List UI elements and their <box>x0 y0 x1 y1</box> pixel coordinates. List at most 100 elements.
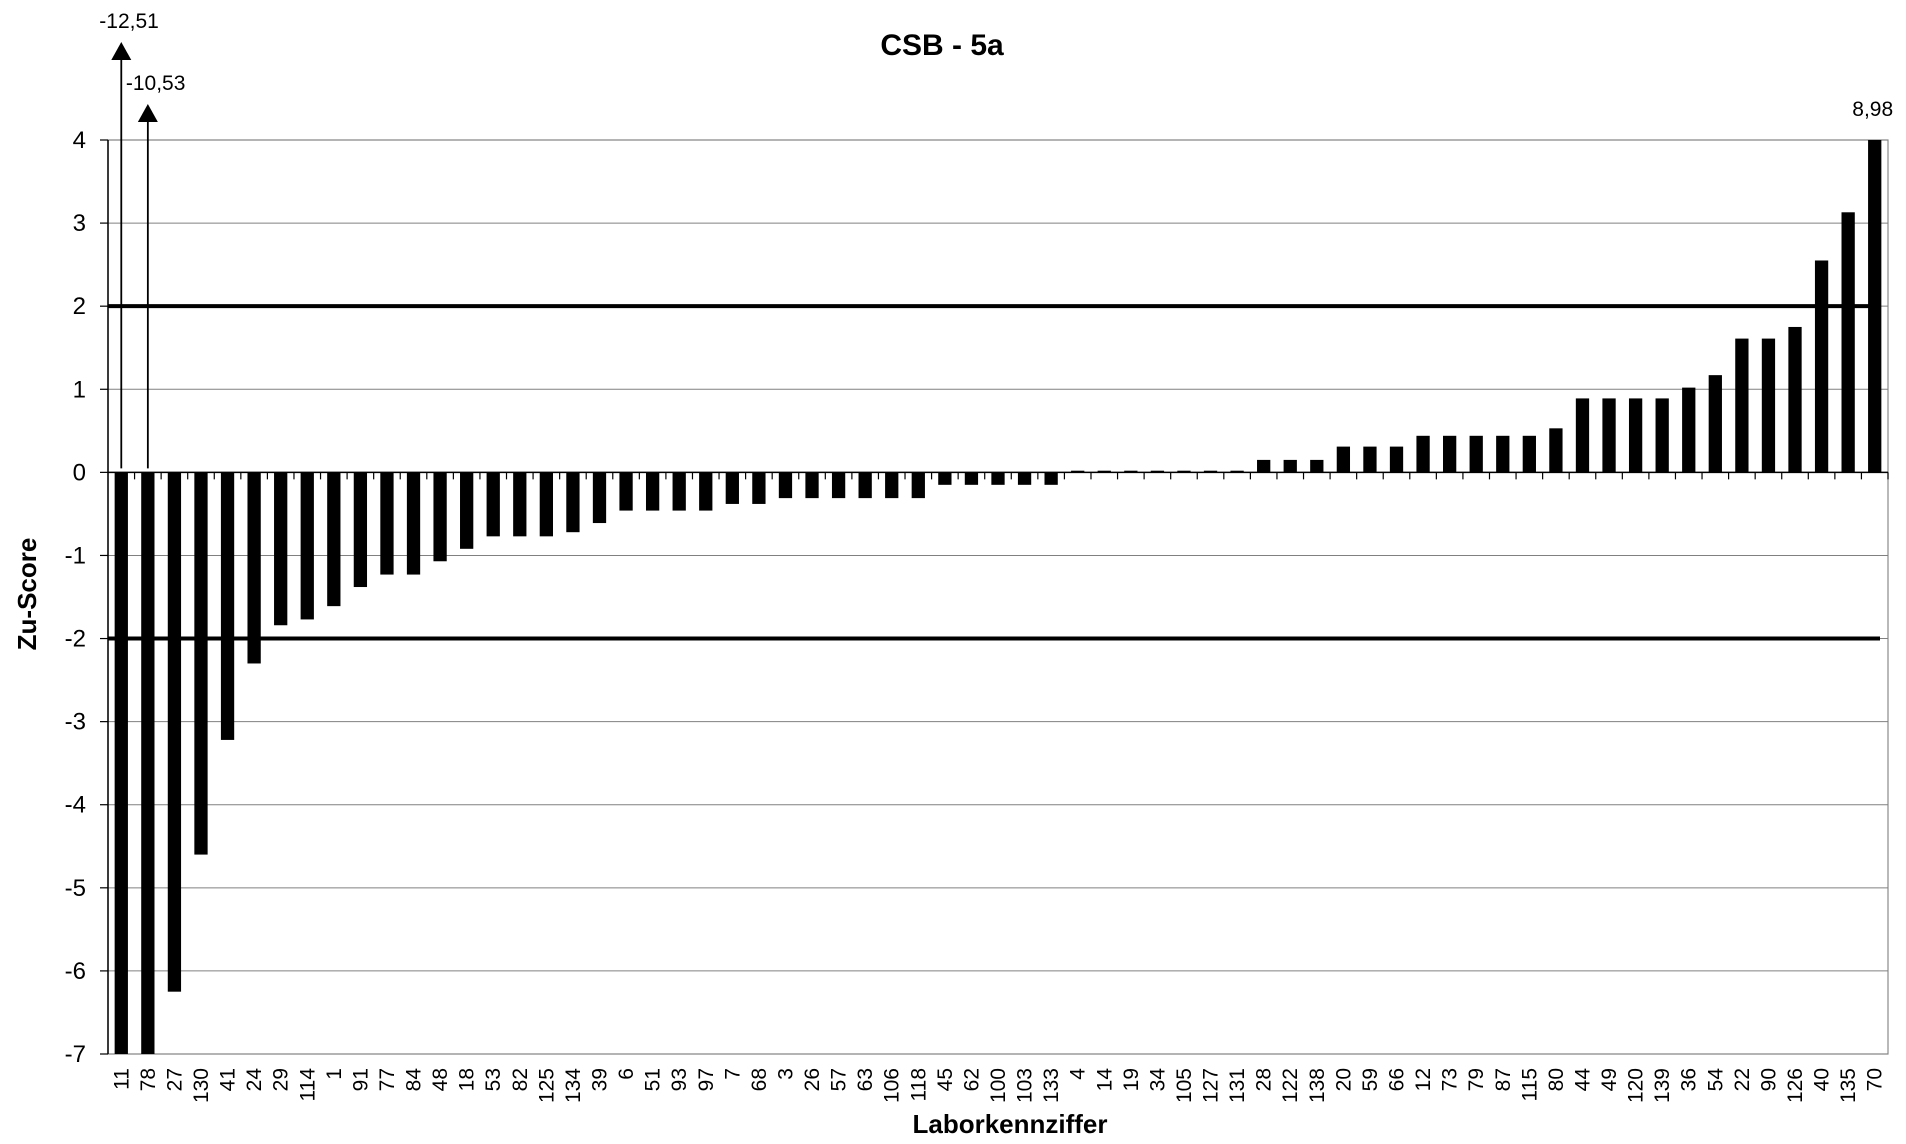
x-tick-label: 11 <box>110 1068 133 1090</box>
x-tick-label: 125 <box>535 1068 558 1103</box>
bar <box>247 472 261 664</box>
x-tick-label: 91 <box>349 1068 372 1091</box>
x-tick-label: 63 <box>854 1068 877 1091</box>
x-tick-label: 114 <box>296 1068 319 1102</box>
bar <box>380 472 394 575</box>
x-tick-label: 28 <box>1253 1068 1276 1091</box>
bar <box>1389 446 1404 473</box>
x-tick-label: 53 <box>482 1068 505 1091</box>
bar <box>805 472 819 499</box>
y-tick-label: 2 <box>73 293 86 320</box>
x-tick-label: 79 <box>1465 1068 1488 1091</box>
bar <box>885 472 899 499</box>
x-tick-label: 122 <box>1279 1068 1302 1103</box>
bar <box>1496 435 1510 473</box>
x-tick-label: 120 <box>1625 1068 1648 1103</box>
bar <box>1682 387 1696 473</box>
x-tick-label: 66 <box>1386 1068 1409 1091</box>
bar <box>1708 375 1722 473</box>
bar <box>1336 446 1351 473</box>
x-tick-label: 97 <box>695 1068 718 1091</box>
bars <box>114 140 1882 1054</box>
bar <box>672 472 686 511</box>
annotation-label: -12,51 <box>99 10 159 33</box>
x-tick-label: 49 <box>1598 1068 1621 1091</box>
x-tick-label: 48 <box>429 1068 452 1091</box>
bar <box>1150 470 1165 473</box>
y-tick-label: 0 <box>73 459 86 486</box>
x-tick-label: 87 <box>1492 1068 1515 1091</box>
bar <box>1868 140 1882 473</box>
bar <box>220 472 235 740</box>
bar <box>1203 470 1218 473</box>
bar <box>619 472 633 511</box>
bar <box>831 472 846 499</box>
bar <box>1097 470 1111 473</box>
x-tick-label: 1 <box>323 1068 346 1080</box>
bar <box>1363 446 1377 473</box>
bar <box>1469 435 1483 473</box>
bar <box>513 472 527 537</box>
bar <box>353 472 368 588</box>
gridlines <box>107 139 1889 1055</box>
bar <box>1814 260 1829 473</box>
x-tick-label: 59 <box>1359 1068 1382 1091</box>
y-tick-label: 3 <box>73 210 86 237</box>
x-tick-label: 3 <box>774 1068 797 1080</box>
y-tick-label: -7 <box>65 1041 86 1068</box>
bar <box>1549 428 1563 473</box>
overflow-arrow-head <box>137 104 158 122</box>
bar <box>539 472 553 537</box>
bar <box>1071 470 1085 473</box>
x-tick-label: 19 <box>1120 1068 1143 1091</box>
bar <box>991 472 1005 485</box>
bar <box>1443 435 1457 473</box>
x-tick-label: 39 <box>588 1068 611 1091</box>
annotations: -12,51 -10,53 8,98 <box>99 10 1893 469</box>
x-tick-labels: 11 78 27 130 41 24 29 114 1 91 77 84 48 18 53 82 125 134 3… <box>110 1068 1886 1103</box>
bar <box>725 472 739 504</box>
bar <box>1655 398 1669 473</box>
y-tick-label: -6 <box>65 958 86 985</box>
x-tick-label: 70 <box>1864 1068 1887 1091</box>
plot-frame <box>107 139 1889 1055</box>
x-tick-label: 118 <box>907 1068 930 1101</box>
x-tick-label: 44 <box>1571 1068 1594 1092</box>
x-tick-label: 40 <box>1811 1068 1834 1091</box>
bar <box>167 472 182 992</box>
x-tick-label: 131 <box>1226 1068 1249 1103</box>
x-tick-label: 138 <box>1306 1068 1329 1103</box>
bar <box>1177 470 1191 473</box>
x-tick-label: 103 <box>1014 1068 1037 1103</box>
x-tick-label: 90 <box>1757 1068 1780 1091</box>
x-tick-label: 84 <box>403 1068 426 1092</box>
y-tick-label: 4 <box>73 127 86 154</box>
bar <box>1602 398 1616 473</box>
bar <box>1017 472 1032 485</box>
y-tick-label: -4 <box>65 792 86 819</box>
annotation-label: 8,98 <box>1852 98 1893 121</box>
x-tick-label: 54 <box>1704 1068 1727 1092</box>
bar <box>141 472 155 1054</box>
x-tick-label: 18 <box>456 1068 479 1091</box>
bar <box>1257 459 1271 473</box>
chart-title: CSB - 5a <box>880 29 1004 62</box>
x-tick-label: 127 <box>1200 1068 1223 1103</box>
bar <box>964 472 979 485</box>
bar <box>592 472 607 524</box>
bar <box>194 472 208 855</box>
x-tick-label: 105 <box>1173 1068 1196 1103</box>
x-tick-label: 26 <box>801 1068 824 1091</box>
y-tick-label: -2 <box>65 626 86 653</box>
bar <box>406 472 421 575</box>
x-tick-label: 135 <box>1837 1068 1860 1103</box>
x-tick-label: 126 <box>1784 1068 1807 1103</box>
x-tick-label: 130 <box>190 1068 213 1103</box>
y-tick-label: -1 <box>65 542 86 569</box>
bar <box>1230 470 1244 473</box>
x-tick-label: 7 <box>721 1068 744 1080</box>
bar <box>1788 326 1802 473</box>
y-tick-labels: 4 3 2 1 0 -1 -2 -3 -4 -5 -6 -7 <box>65 127 86 1068</box>
x-tick-label: 134 <box>562 1068 585 1103</box>
